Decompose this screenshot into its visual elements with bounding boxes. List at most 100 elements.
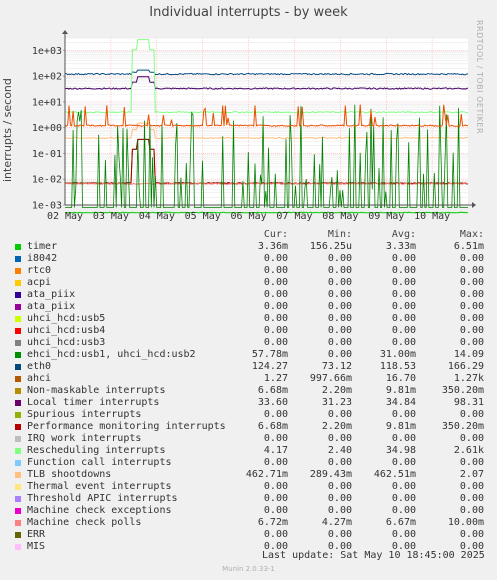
legend-max: 0.00 (459, 529, 484, 540)
legend-row: rtc0 0.00 0.00 0.00 0.00 (12, 265, 497, 277)
legend-min: 289.43m (309, 469, 352, 480)
legend-avg: 0.00 (391, 277, 416, 288)
legend-rows: timer 3.36m 156.25u 3.33m 6.51m i8042 0.00 0.00… (12, 241, 497, 553)
legend-max: 10.00m (447, 517, 484, 528)
legend-max: 350.20m (441, 421, 484, 432)
legend-swatch (15, 520, 21, 526)
legend-max: 0.00 (459, 433, 484, 444)
series-line (65, 39, 469, 114)
series-line (64, 104, 469, 128)
legend-avg: 0.00 (391, 337, 416, 348)
legend-max: 0.00 (459, 541, 484, 552)
series-line (65, 76, 469, 90)
legend-series-name: TLB shootdowns (27, 469, 112, 480)
legend-row: ahci 1.27 997.66m 16.70 1.27k (12, 373, 497, 385)
legend-swatch (15, 460, 21, 466)
y-tick-label: 1e+03 (32, 46, 62, 57)
legend-row: Rescheduling interrupts 4.17 2.40 34.98 2.61… (12, 445, 497, 457)
legend-header-max: Max: (459, 229, 484, 240)
legend-cur: 0.00 (263, 301, 288, 312)
legend-row: ata_piix 0.00 0.00 0.00 0.00 (12, 301, 497, 313)
legend-series-name: ehci_hcd:usb1, uhci_hcd:usb2 (27, 349, 196, 360)
legend-cur: 0.00 (263, 325, 288, 336)
legend-avg: 9.81m (385, 385, 416, 396)
legend-row: Thermal event interrupts 0.00 0.00 0.00 0.00 (12, 481, 497, 493)
legend-row: Performance monitoring interrupts 6.68m 2.… (12, 421, 497, 433)
x-tick-label: 05 May (185, 211, 221, 222)
legend-row: uhci_hcd:usb4 0.00 0.00 0.00 0.00 (12, 325, 497, 337)
legend-cur: 6.72m (257, 517, 288, 528)
legend-swatch (15, 448, 21, 454)
legend-min: 0.00 (327, 481, 352, 492)
legend-row: TLB shootdowns 462.71m 289.43m 462.51m 2.07 (12, 469, 497, 481)
legend-series-name: Rescheduling interrupts (27, 445, 166, 456)
legend-header-avg: Avg: (391, 229, 416, 240)
legend-row: i8042 0.00 0.00 0.00 0.00 (12, 253, 497, 265)
legend-series-name: uhci_hcd:usb5 (27, 313, 106, 324)
legend-avg: 9.81m (385, 421, 416, 432)
legend-row: Threshold APIC interrupts 0.00 0.00 0.00 0.0… (12, 493, 497, 505)
legend-avg: 0.00 (391, 433, 416, 444)
legend-max: 0.00 (459, 481, 484, 492)
legend-row: ata_piix 0.00 0.00 0.00 0.00 (12, 289, 497, 301)
legend-swatch (15, 484, 21, 490)
y-axis-arrow (62, 30, 68, 34)
legend-min: 0.00 (327, 529, 352, 540)
legend-avg: 0.00 (391, 289, 416, 300)
legend-header: Cur: Min: Avg: Max: (12, 229, 497, 241)
legend-series-name: rtc0 (27, 265, 52, 276)
legend-max: 0.00 (459, 253, 484, 264)
legend-row: Machine check exceptions 0.00 0.00 0.00 0.00 (12, 505, 497, 517)
legend-avg: 16.70 (385, 373, 416, 384)
munin-version: Munin 2.0.33-1 (222, 565, 275, 573)
legend-cur: 57.78m (251, 349, 288, 360)
legend-cur: 0.00 (263, 337, 288, 348)
legend-series-name: acpi (27, 277, 52, 288)
legend-max: 0.00 (459, 409, 484, 420)
series-line (64, 211, 468, 214)
legend-max: 0.00 (459, 325, 484, 336)
legend-cur: 0.00 (263, 433, 288, 444)
legend-max: 2.61k (453, 445, 484, 456)
legend-series-name: uhci_hcd:usb3 (27, 337, 106, 348)
chart-axes: 1e-03 1e-02 1e-01 1e+00 1e+01 1e+02 1e+03 02 Ma… (32, 30, 476, 222)
legend-swatch (15, 544, 21, 550)
legend-max: 6.51m (453, 241, 484, 252)
legend-series-name: Performance monitoring interrupts (27, 421, 226, 432)
legend-min: 0.00 (327, 457, 352, 468)
legend-max: 0.00 (459, 289, 484, 300)
legend-cur: 0.00 (263, 541, 288, 552)
legend-min: 997.66m (309, 373, 352, 384)
chart-series (64, 39, 469, 214)
legend-cur: 0.00 (263, 277, 288, 288)
legend-swatch (15, 268, 21, 274)
legend-min: 4.27m (321, 517, 352, 528)
legend-avg: 0.00 (391, 253, 416, 264)
legend-series-name: ata_piix (27, 289, 76, 300)
legend-header-min: Min: (327, 229, 352, 240)
legend-swatch (15, 304, 21, 310)
legend-cur: 1.27 (263, 373, 288, 384)
legend-series-name: timer (27, 241, 58, 252)
legend-max: 0.00 (459, 301, 484, 312)
legend-swatch (15, 388, 21, 394)
y-tick-label: 1e-01 (32, 149, 62, 160)
legend-swatch (15, 472, 21, 478)
legend-max: 0.00 (459, 313, 484, 324)
legend-avg: 0.00 (391, 493, 416, 504)
legend-max: 0.00 (459, 493, 484, 504)
legend-avg: 0.00 (391, 301, 416, 312)
legend-series-name: IRQ work interrupts (27, 433, 142, 444)
x-tick-label: 02 May (47, 211, 83, 222)
legend-table: Cur: Min: Avg: Max: timer 3.36m 156.25u 3.3… (12, 229, 497, 553)
legend-min: 0.00 (327, 541, 352, 552)
legend-max: 0.00 (459, 457, 484, 468)
y-tick-label: 1e-03 (32, 201, 62, 212)
legend-series-name: Machine check exceptions (27, 505, 172, 516)
y-tick-label: 1e+02 (32, 72, 62, 83)
legend-max: 0.00 (459, 337, 484, 348)
x-tick-label: 07 May (276, 211, 312, 222)
legend-swatch (15, 508, 21, 514)
legend-swatch (15, 328, 21, 334)
legend-header-cur: Cur: (263, 229, 288, 240)
